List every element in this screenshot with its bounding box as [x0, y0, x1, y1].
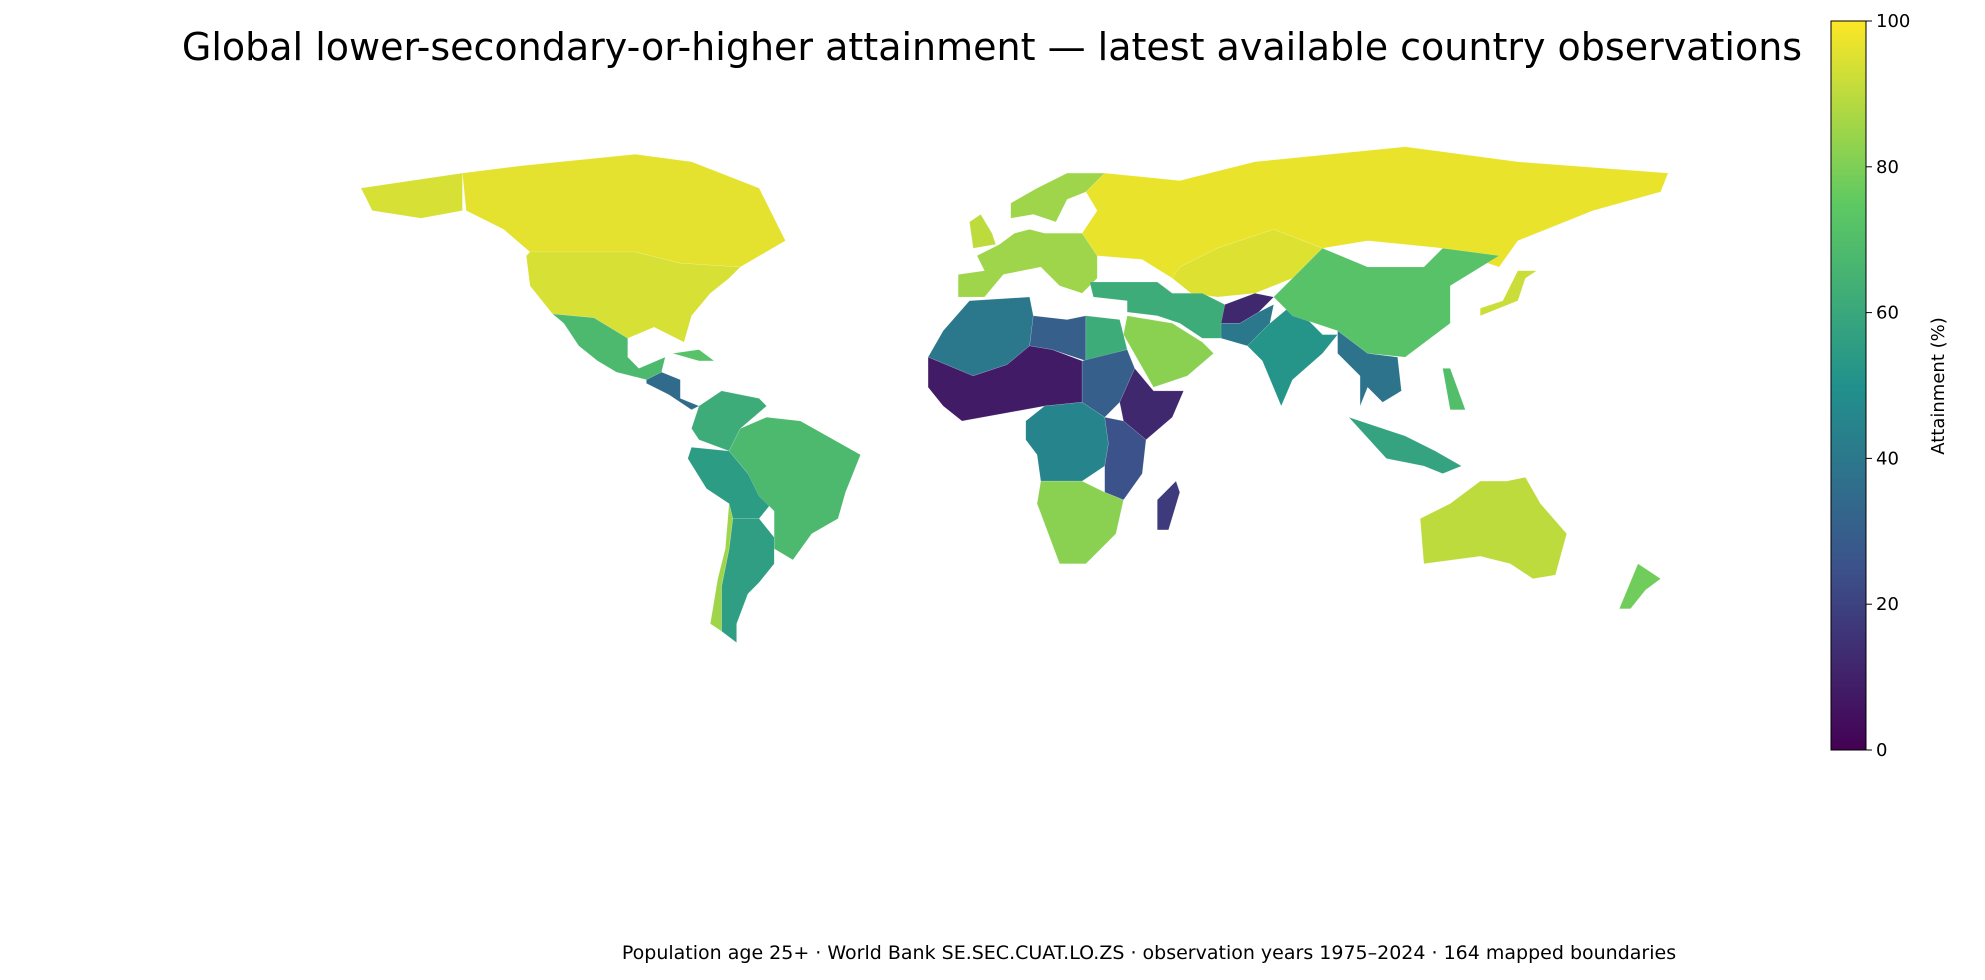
colorbar-tick-label: 0: [1876, 740, 1887, 761]
country: [1442, 368, 1466, 410]
country: [958, 229, 1098, 298]
colorbar-tick-label: 20: [1876, 594, 1899, 615]
country: [1025, 401, 1109, 482]
colorbar-tick-label: 80: [1876, 157, 1899, 178]
country: [526, 251, 741, 343]
country: [1619, 563, 1661, 609]
country: [1419, 477, 1567, 579]
country: [1247, 304, 1339, 407]
country: [1123, 315, 1214, 388]
country: [710, 503, 734, 632]
country: [1273, 247, 1500, 358]
country: [1480, 270, 1538, 317]
country: [969, 214, 997, 249]
colorbar-label: Attainment (%): [1928, 317, 1949, 455]
colorbar-tick-label: 40: [1876, 448, 1899, 469]
map: [360, 146, 1669, 644]
colorbar: 0 20 40 60 80 100: [1830, 11, 1910, 761]
country: [672, 349, 715, 362]
country: [1036, 480, 1124, 564]
country: [1081, 146, 1669, 279]
country: [728, 416, 861, 561]
colorbar-tick-label: 100: [1876, 11, 1910, 32]
country: [646, 371, 700, 410]
colorbar-tick-label: 60: [1876, 303, 1899, 324]
country: [360, 172, 463, 219]
colorbar-gradient: [1830, 20, 1867, 751]
country: [1348, 416, 1462, 474]
country: [462, 154, 786, 268]
chart-title: Global lower-secondary-or-higher attainm…: [182, 25, 1802, 69]
country: [1089, 281, 1226, 339]
country: [1157, 480, 1181, 531]
country: [1337, 330, 1402, 407]
footnote: Population age 25+ · World Bank SE.SEC.C…: [622, 942, 1676, 964]
